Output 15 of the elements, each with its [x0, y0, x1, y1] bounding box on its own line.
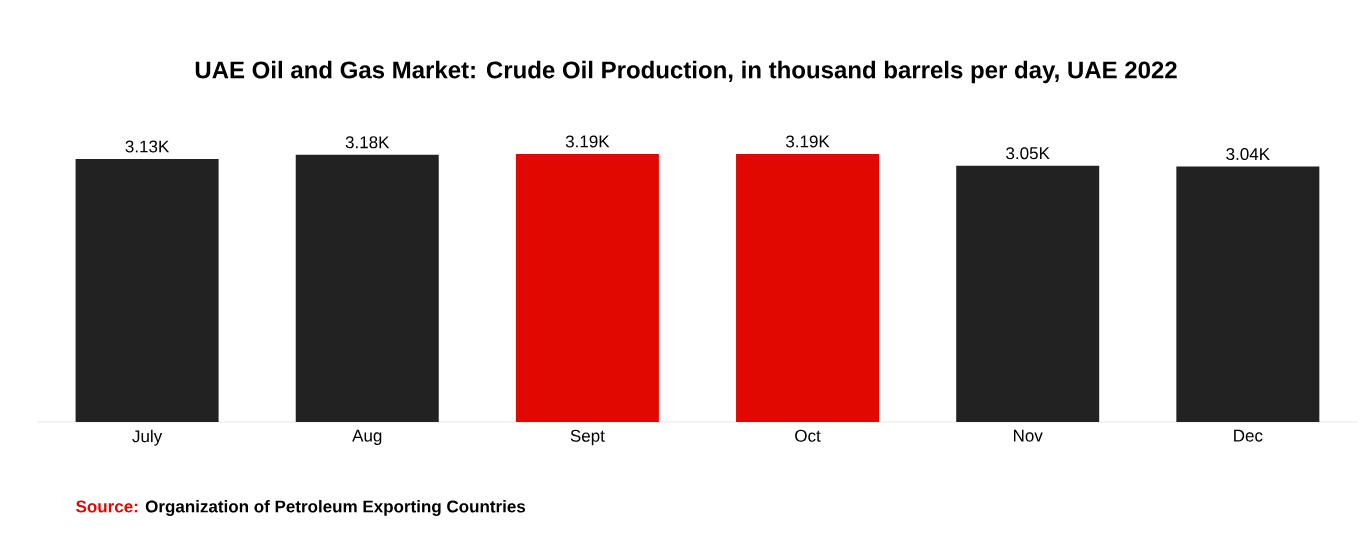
data-label: 3.19K	[565, 135, 610, 148]
data-label: 3.05K	[1006, 147, 1050, 160]
source-note: Source:	[76, 500, 138, 513]
x-tick-label: Sept	[570, 429, 605, 446]
x-tick-label: Nov	[1013, 429, 1043, 442]
text: Organization of Petroleum Exporting Countries	[145, 500, 526, 516]
chart-title: UAE Oil and Gas Market: Crude Oil Production, in thousand barrels per day, UAE 2022	[195, 60, 1177, 84]
data-label: 3.13K	[125, 140, 170, 153]
x-tick-label: Oct	[795, 429, 821, 442]
x-tick-label: Dec	[1234, 429, 1263, 442]
data-label: 3.04K	[1226, 148, 1270, 161]
data-label: 3.19K	[785, 135, 830, 148]
x-tick-label: July	[132, 429, 163, 446]
x-tick-label: Aug	[352, 429, 382, 446]
data-label: 3.18K	[345, 136, 390, 149]
